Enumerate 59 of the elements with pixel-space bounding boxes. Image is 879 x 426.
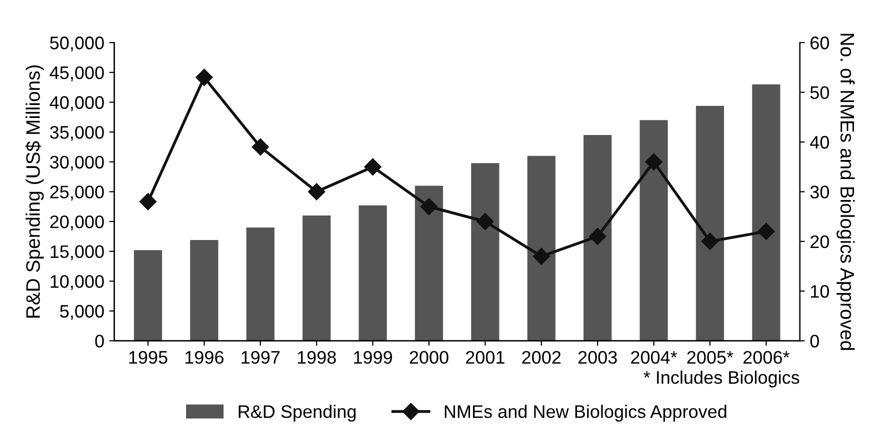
x-tick-label: 2005* [687,351,734,364]
y2-tick-label: 0 [810,334,819,348]
y-tick-label: 45,000 [50,66,104,82]
bar [414,186,444,341]
bar [134,250,162,341]
point [364,158,382,176]
y-tick-label: 40,000 [50,96,104,112]
y2-tick-label: 60 [810,36,829,50]
point [476,212,494,230]
x-tick-label: 2006* [743,351,790,364]
y-tick-label: 30,000 [50,156,104,171]
x-tick-label: 2002 [522,351,561,364]
bar [358,205,387,341]
x-tick-label: 2004* [631,351,678,364]
y2-tick-label: 40 [810,136,829,149]
point [645,153,662,170]
y-tick-label: 50,000 [50,36,104,52]
y-tick-label: 0 [95,334,104,348]
y-tick-label: 5,000 [60,304,104,320]
text: * Includes Biologics [644,370,800,388]
point [589,228,606,245]
legend-label: R&D Spending [238,404,356,422]
point [701,232,719,250]
y-axis-title: R&D Spending (US$ Millions) [25,65,44,318]
bar [696,106,724,341]
y-tick-label: 15,000 [50,245,104,260]
point [532,248,550,265]
x-tick-label: 2000 [410,351,448,364]
bar [471,163,500,341]
bar [640,120,668,341]
y2-tick-label: 10 [810,285,829,298]
bar [584,135,612,341]
x-tick-label: 1999 [354,351,392,364]
point [252,138,269,156]
x-tick-label: 2003 [578,351,617,364]
bar [527,156,556,341]
y-tick-label: 35,000 [50,126,104,141]
y-tick-label: 25,000 [50,186,104,201]
bar [246,227,274,341]
y2-tick-label: 30 [810,186,829,198]
point [308,183,326,200]
y-tick-label: 20,000 [50,215,104,230]
y2-axis-title: No. of NMEs and Biologics Approved [836,34,855,350]
bar [302,216,331,341]
y2-tick-label: 50 [810,86,829,100]
legend-label: NMEs and New Biologics Approved [444,404,726,422]
x-tick-label: 1995 [129,351,168,364]
x-tick-label: 1998 [298,351,336,364]
bar [752,84,780,341]
x-tick-label: 1996 [185,351,224,364]
point [139,193,157,210]
y-tick-label: 10,000 [50,275,104,290]
x-tick-label: 1997 [242,351,280,364]
y2-tick-label: 20 [810,235,829,248]
point [420,198,438,216]
x-tick-label: 2001 [466,351,504,364]
point [196,68,213,86]
bar [190,240,218,341]
point [758,222,775,240]
